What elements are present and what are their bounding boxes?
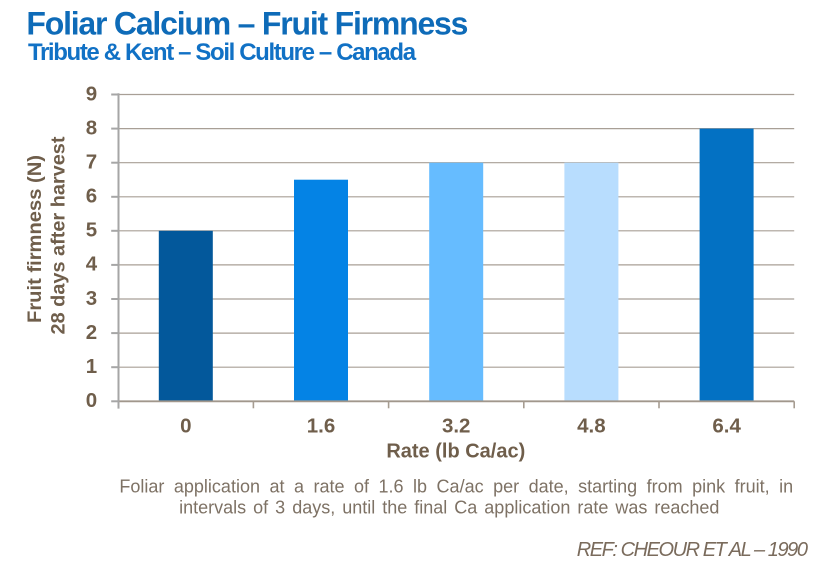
svg-text:3: 3 <box>86 287 97 310</box>
svg-text:0: 0 <box>180 415 191 438</box>
svg-text:1: 1 <box>86 355 97 378</box>
svg-text:7: 7 <box>86 151 97 174</box>
svg-text:2: 2 <box>86 321 97 344</box>
svg-text:REF: CHEOUR ET AL – 1990: REF: CHEOUR ET AL – 1990 <box>577 539 808 561</box>
svg-text:0: 0 <box>86 389 97 412</box>
svg-text:Foliar application at a rate o: Foliar application at a rate of 1.6 lb C… <box>119 477 793 497</box>
svg-text:3.2: 3.2 <box>442 415 471 438</box>
svg-text:8: 8 <box>86 116 97 139</box>
svg-text:6.4: 6.4 <box>712 415 741 438</box>
svg-text:intervals of 3 days, until the: intervals of 3 days, until the final Ca … <box>179 498 719 518</box>
svg-text:Fruit firmness (N): Fruit firmness (N) <box>24 155 46 323</box>
svg-text:6: 6 <box>86 185 97 208</box>
svg-text:5: 5 <box>86 219 97 242</box>
svg-text:Tribute & Kent – Soil Culture: Tribute & Kent – Soil Culture – Canada <box>28 39 417 66</box>
svg-text:Foliar Calcium – Fruit Firmnes: Foliar Calcium – Fruit Firmness <box>26 5 467 41</box>
svg-text:1.6: 1.6 <box>307 415 336 438</box>
svg-text:Rate (lb Ca/ac): Rate (lb Ca/ac) <box>386 440 525 462</box>
svg-text:9: 9 <box>86 82 97 105</box>
svg-text:4.8: 4.8 <box>577 415 606 438</box>
svg-text:4: 4 <box>86 253 98 276</box>
svg-text:28 days after harvest: 28 days after harvest <box>48 136 70 335</box>
